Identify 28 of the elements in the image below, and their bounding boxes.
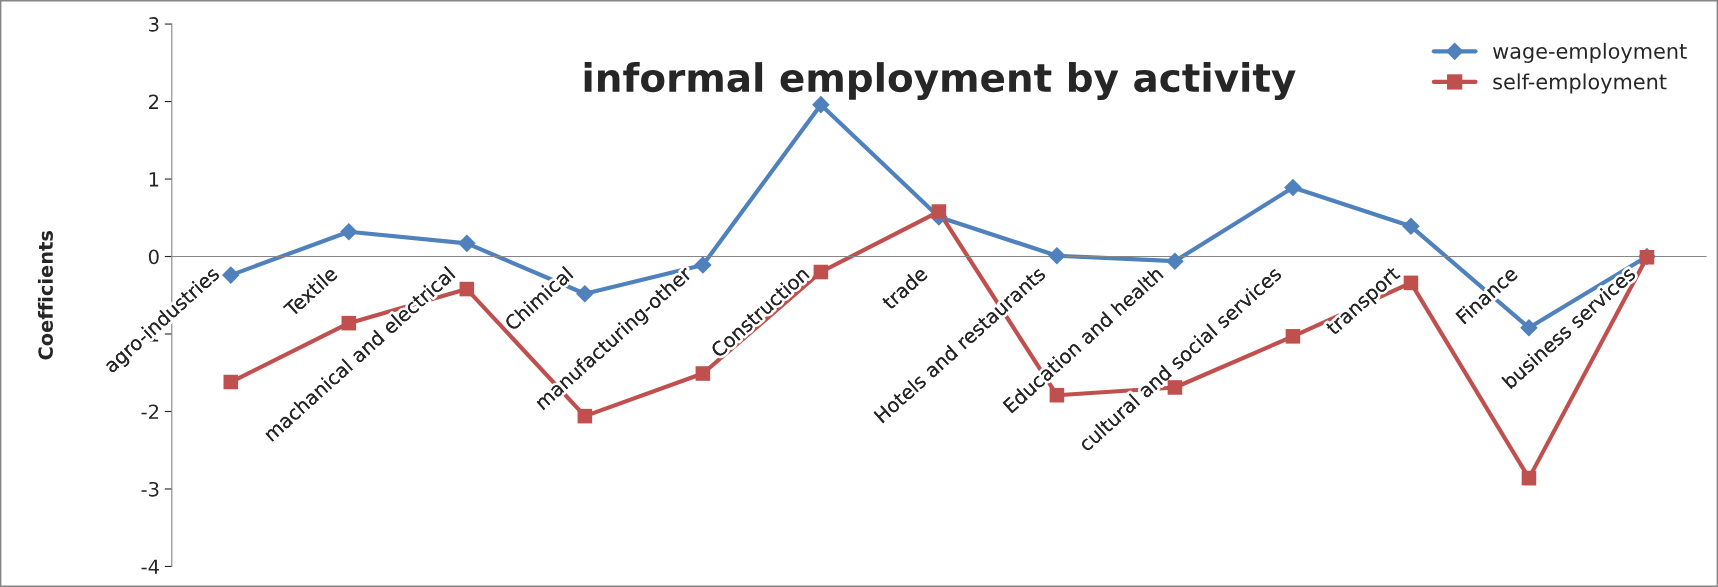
point bbox=[1285, 329, 1301, 344]
y-tick-label: -4 bbox=[141, 559, 159, 574]
point bbox=[223, 374, 239, 390]
point bbox=[340, 222, 358, 241]
point bbox=[1403, 275, 1419, 291]
y-tick-label: 0 bbox=[148, 249, 159, 265]
point bbox=[459, 281, 475, 297]
y-tick-label: 3 bbox=[149, 17, 159, 32]
text: informal employment by activity bbox=[584, 62, 1296, 101]
y-tick-label: 1 bbox=[149, 172, 159, 187]
point bbox=[1284, 178, 1302, 197]
point bbox=[1166, 252, 1184, 270]
point bbox=[222, 266, 240, 284]
y-tick-label: -3 bbox=[141, 481, 159, 497]
point bbox=[1048, 246, 1066, 265]
point bbox=[1402, 217, 1420, 236]
legend-label: self-employment bbox=[1493, 73, 1667, 94]
point bbox=[458, 234, 476, 253]
point bbox=[341, 315, 357, 331]
legend-label: wage-employment bbox=[1493, 42, 1687, 63]
point bbox=[694, 256, 712, 274]
y-axis-title: Coefficients bbox=[37, 230, 53, 360]
point bbox=[1521, 470, 1537, 486]
point bbox=[695, 366, 711, 381]
y-tick-label: 2 bbox=[149, 94, 159, 109]
point bbox=[931, 204, 947, 219]
point bbox=[813, 264, 829, 280]
y-tick-label: -2 bbox=[141, 404, 159, 419]
